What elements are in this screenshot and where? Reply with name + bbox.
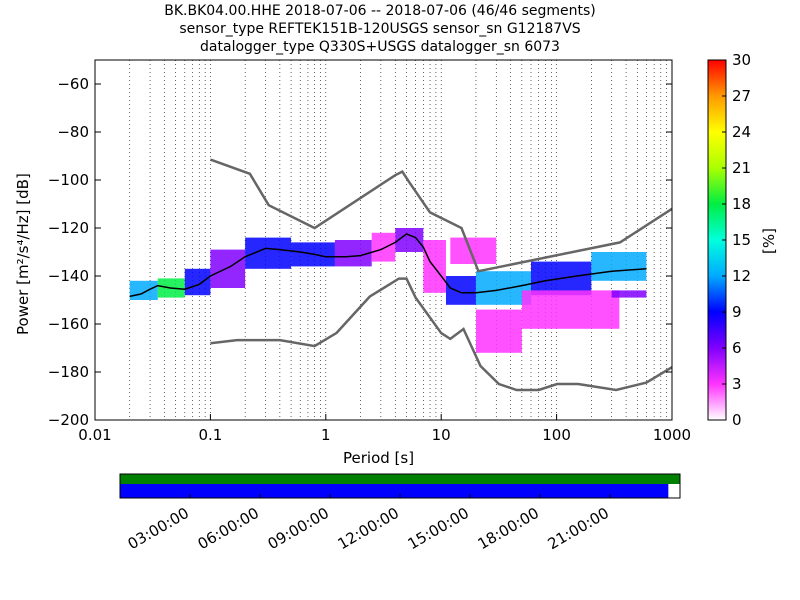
colorbar-tick-label: 27 (732, 87, 751, 105)
density-band (475, 309, 522, 353)
density-band (184, 268, 211, 296)
density-band (129, 280, 158, 300)
high-noise-model-curve (209, 158, 673, 273)
density-band (371, 232, 396, 262)
mode-curve (129, 233, 647, 298)
colorbar-tick-label: 3 (732, 375, 742, 393)
density-band (334, 240, 372, 267)
density-band (591, 252, 647, 281)
y-tick-label: −200 (48, 411, 89, 429)
timeline-tick-label: 12:00:00 (335, 504, 402, 553)
y-tick-label: −100 (48, 171, 89, 189)
colorbar-tick-label: 18 (732, 195, 751, 213)
coverage-timeline: 03:00:00 06:00:00 09:00:00 12:00:00 15:00:00… (119, 473, 681, 553)
low-noise-model-curve (210, 277, 673, 392)
y-tick-label: −140 (48, 267, 89, 285)
colorbar-tick-label: 9 (732, 303, 742, 321)
timeline-tick-label: 09:00:00 (265, 504, 332, 553)
x-tick-label: 10 (432, 426, 451, 444)
x-tick-label: 1 (321, 426, 331, 444)
timeline-tick-label: 18:00:00 (475, 504, 542, 553)
colorbar-label: [%] (760, 228, 778, 254)
colorbar: 0 3 6 9 12 15 18 21 24 27 30 (707, 51, 751, 429)
density-band (611, 290, 647, 298)
colorbar-tick-label: 0 (732, 411, 742, 429)
y-tick-label: −160 (48, 315, 89, 333)
y-tick-label: −180 (48, 363, 89, 381)
coverage-bar-green (120, 474, 680, 484)
density-band (521, 290, 620, 329)
colorbar-tick-label: 12 (732, 267, 751, 285)
y-tick-label: −120 (48, 219, 89, 237)
title-line-2: sensor_type REFTEK151B-120USGS sensor_sn… (179, 21, 581, 37)
title-line-1: BK.BK04.00.HHE 2018-07-06 -- 2018-07-06 … (164, 3, 596, 19)
colorbar-tick-label: 21 (732, 159, 751, 177)
colorbar-tick-label: 30 (732, 51, 751, 69)
colorbar-tick-label: 15 (732, 231, 751, 249)
x-tick-label: 1000 (653, 426, 691, 444)
title-line-3: datalogger_type Q330S+USGS datalogger_sn… (200, 39, 560, 55)
x-tick-label: 100 (542, 426, 571, 444)
y-axis-label: Power [m²/s⁴/Hz] [dB] (14, 173, 32, 335)
y-tick-label: −60 (57, 75, 89, 93)
plot-frame (94, 59, 673, 421)
x-tick-label: 0.01 (78, 426, 111, 444)
y-tick-label: −80 (57, 123, 89, 141)
density-band (210, 249, 246, 288)
timeline-tick-label: 03:00:00 (125, 504, 192, 553)
density-band (395, 228, 424, 252)
density-band (475, 271, 531, 305)
coverage-bar-blue (120, 484, 669, 498)
ppsd-plot: −200 −180 −160 −140 −120 −100 −80 −60 0.01 0.1 1 10… (48, 59, 691, 444)
timeline-tick-label: 21:00:00 (545, 504, 612, 553)
timeline-tick-label: 15:00:00 (405, 504, 472, 553)
x-axis-label: Period [s] (343, 449, 415, 467)
density-band (445, 276, 476, 305)
colorbar-tick-label: 24 (732, 123, 751, 141)
timeline-tick-label: 06:00:00 (195, 504, 262, 553)
x-tick-label: 0.1 (198, 426, 222, 444)
colorbar-tick-label: 6 (732, 339, 742, 357)
